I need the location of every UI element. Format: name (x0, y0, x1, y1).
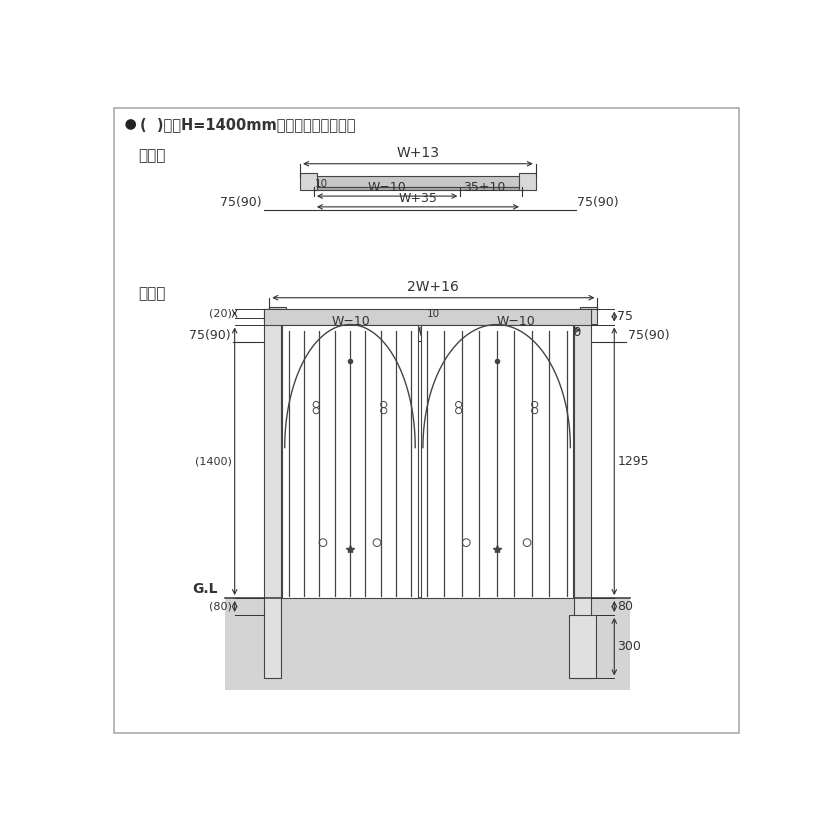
Text: 両開き: 両開き (138, 286, 166, 301)
Bar (283, 310, 583, 321)
Bar (574, 309, 592, 678)
Bar (569, 615, 597, 678)
Text: W+13: W+13 (396, 146, 439, 160)
Bar (264, 309, 592, 324)
Bar (314, 176, 522, 187)
Text: 10: 10 (427, 310, 440, 319)
Text: 75(90): 75(90) (577, 196, 619, 209)
Bar (519, 173, 536, 190)
Text: (20): (20) (209, 309, 231, 319)
Bar (421, 324, 572, 598)
Bar (282, 324, 418, 598)
Text: 75(90): 75(90) (628, 329, 670, 342)
Bar (283, 321, 583, 324)
Text: G.L: G.L (192, 582, 218, 597)
Circle shape (126, 120, 136, 129)
Text: (  )内はH=1400mmタイプを示します。: ( )内はH=1400mmタイプを示します。 (140, 117, 355, 132)
Text: 75: 75 (617, 310, 633, 323)
Bar (270, 307, 286, 324)
Bar (225, 598, 630, 690)
Text: 2W+60: 2W+60 (410, 325, 457, 339)
Bar (581, 307, 597, 324)
Text: 35±10: 35±10 (463, 181, 506, 194)
Text: 300: 300 (617, 640, 641, 653)
Text: 2W+16: 2W+16 (408, 280, 459, 294)
Text: 10: 10 (314, 179, 328, 189)
Text: 75(90): 75(90) (220, 196, 261, 209)
Text: 35±10: 35±10 (285, 325, 327, 339)
Text: 35±10: 35±10 (540, 325, 582, 339)
Text: 75(90): 75(90) (189, 329, 230, 342)
Text: W−10: W−10 (331, 314, 370, 328)
Text: W−10: W−10 (368, 181, 407, 194)
Text: 片開き: 片開き (138, 148, 166, 163)
Text: 80: 80 (617, 600, 633, 613)
Text: W+35: W+35 (399, 191, 438, 205)
Text: 1295: 1295 (617, 455, 649, 468)
Text: W−10: W−10 (497, 314, 536, 328)
Bar (314, 187, 522, 190)
Text: (80): (80) (209, 602, 231, 612)
Text: (1400): (1400) (195, 456, 231, 466)
Bar (300, 173, 317, 190)
Bar (264, 309, 281, 678)
